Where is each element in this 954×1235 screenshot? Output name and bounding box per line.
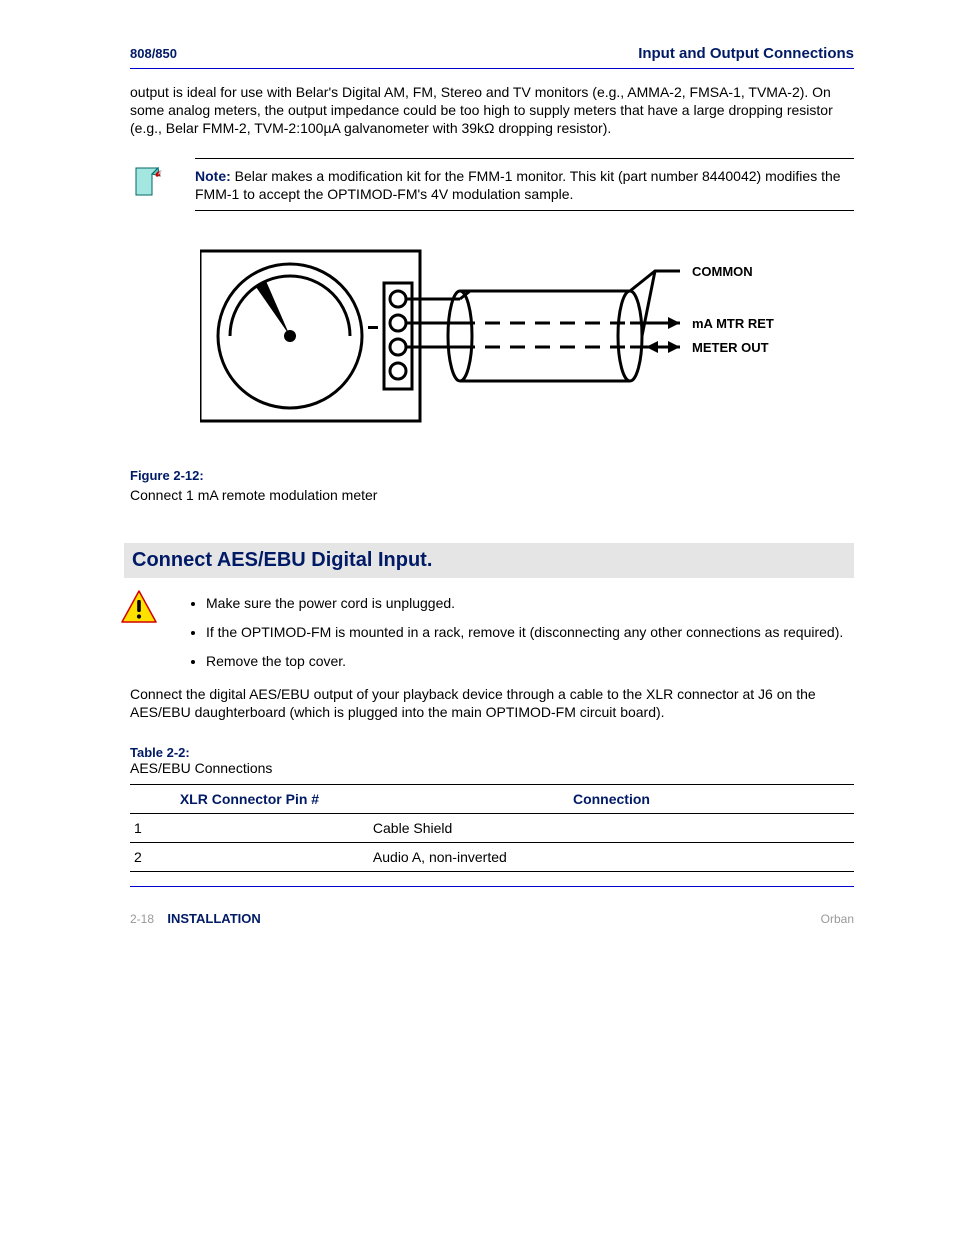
footer-section: INSTALLATION <box>167 911 260 926</box>
header-product: 808/850 <box>130 46 177 61</box>
table-cell: 2 <box>130 843 369 872</box>
table-col-header: Connection <box>369 785 854 814</box>
header-section: Input and Output Connections <box>638 45 854 62</box>
note-body: Belar makes a modification kit for the F… <box>195 168 841 203</box>
footer-rule <box>130 886 854 887</box>
footer-left: 2-18 INSTALLATION <box>130 911 261 926</box>
caution-icon <box>120 590 158 624</box>
table-col-header: XLR Connector Pin # <box>130 785 369 814</box>
caution-item: Remove the top cover. <box>206 652 854 671</box>
caution-item: Make sure the power cord is unplugged. <box>206 594 854 613</box>
figure-label-mtrret: mA MTR RET <box>692 316 774 331</box>
connect-paragraph: Connect the digital AES/EBU output of yo… <box>130 685 854 721</box>
figure-svg: COMMON mA MTR RET METER OUT <box>200 241 780 441</box>
aes-table: XLR Connector Pin # Connection 1 Cable S… <box>130 784 854 872</box>
page-header: 808/850 Input and Output Connections <box>130 45 854 62</box>
figure: COMMON mA MTR RET METER OUT <box>200 241 854 446</box>
caution-block: Make sure the power cord is unplugged. I… <box>130 594 854 671</box>
footer-pagenum: 2-18 <box>130 912 154 926</box>
note-block: Note: Belar makes a modification kit for… <box>130 158 854 212</box>
figure-title: Figure 2-12: <box>130 468 854 483</box>
figure-label-meterout: METER OUT <box>692 340 769 355</box>
table-cell: Audio A, non-inverted <box>369 843 854 872</box>
table-cell: 1 <box>130 814 369 843</box>
note-label: Note: <box>195 168 231 184</box>
table-cell: Cable Shield <box>369 814 854 843</box>
caution-list: Make sure the power cord is unplugged. I… <box>206 594 854 671</box>
note-text: Note: Belar makes a modification kit for… <box>195 167 854 205</box>
table-row: 2 Audio A, non-inverted <box>130 843 854 872</box>
figure-caption: Connect 1 mA remote modulation meter <box>130 487 854 503</box>
header-rule <box>130 68 854 69</box>
intro-paragraph: output is ideal for use with Belar's Dig… <box>130 83 854 138</box>
caution-item: If the OPTIMOD-FM is mounted in a rack, … <box>206 623 854 642</box>
page-footer: 2-18 INSTALLATION Orban <box>130 911 854 926</box>
figure-label-common: COMMON <box>692 264 753 279</box>
page: 808/850 Input and Output Connections out… <box>0 0 954 956</box>
footer-right: Orban <box>821 912 854 926</box>
note-icon <box>130 167 170 201</box>
section-heading: Connect AES/EBU Digital Input. <box>124 543 854 578</box>
table-title-text: AES/EBU Connections <box>130 760 854 776</box>
table-row: 1 Cable Shield <box>130 814 854 843</box>
table-title-label: Table 2-2: <box>130 745 854 760</box>
note-rule-bottom <box>195 210 854 211</box>
